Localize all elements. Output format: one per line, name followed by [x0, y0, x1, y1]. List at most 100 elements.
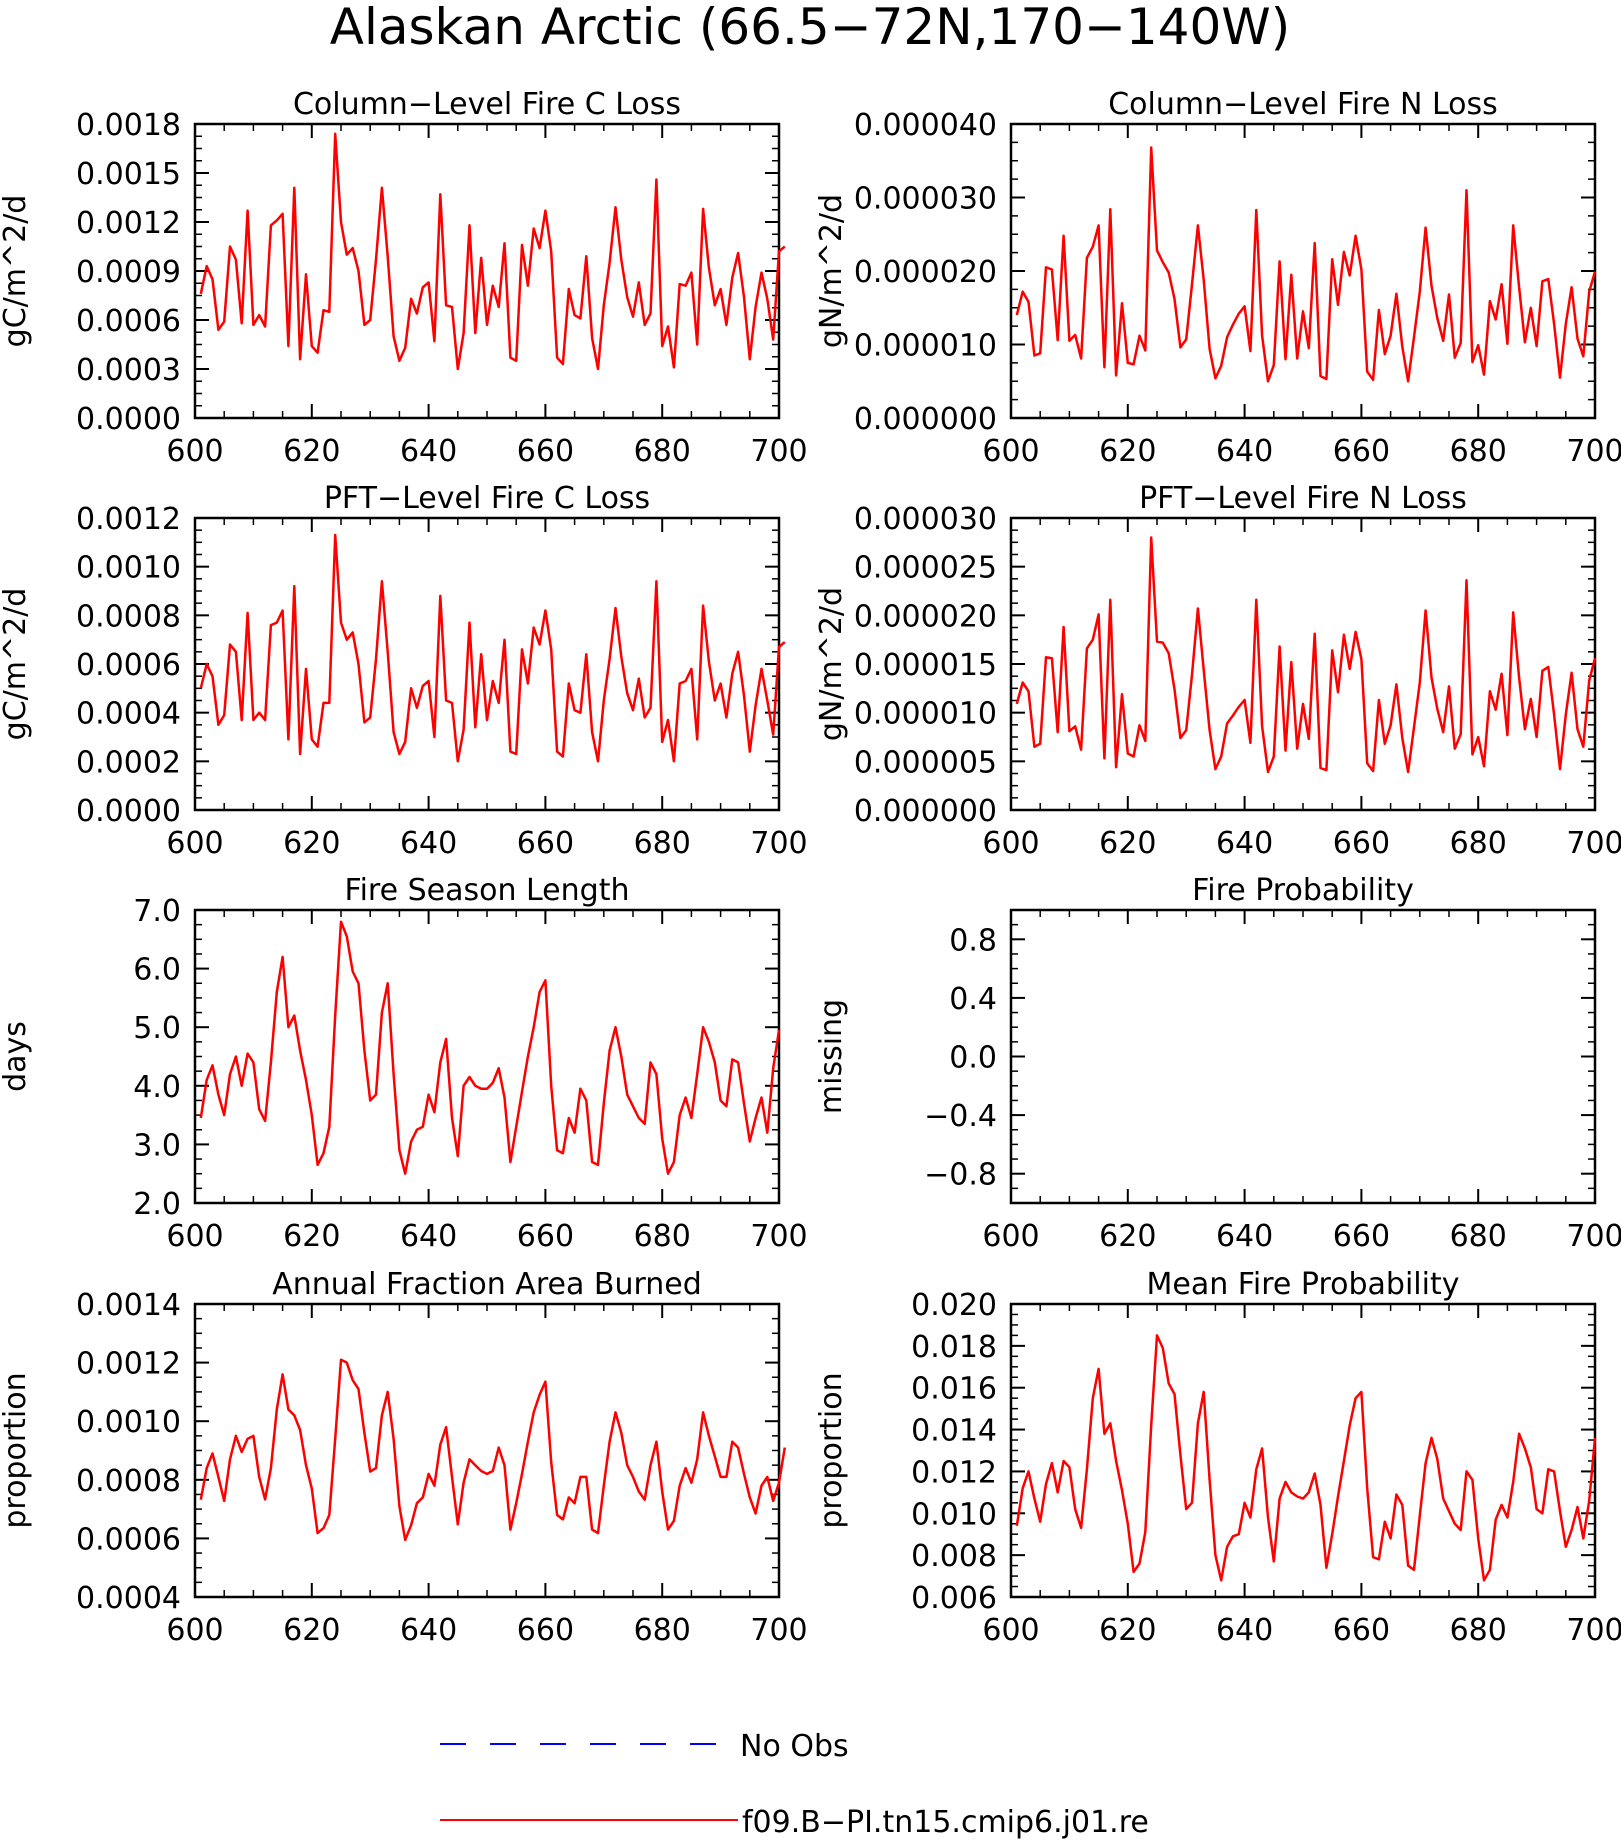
- x-tick-label: 700: [1566, 434, 1621, 469]
- y-tick-label: 4.0: [133, 1070, 181, 1105]
- x-tick-label: 600: [982, 434, 1039, 469]
- y-tick-label: 0.0015: [76, 157, 181, 192]
- y-tick-label: 0.020: [911, 1288, 997, 1323]
- panel-title: Fire Probability: [1192, 873, 1414, 908]
- chart-panel-col_n: Column−Level Fire N Loss gN/m^2/d 600 620 64…: [814, 87, 1621, 469]
- y-tick-label: 0.0018: [76, 108, 181, 143]
- y-tick-label: 0.0008: [76, 1464, 181, 1499]
- y-tick-label: 0.000000: [854, 402, 997, 437]
- y-tick-label: 0.0004: [76, 1581, 181, 1616]
- y-tick-label: 0.000020: [854, 255, 997, 290]
- x-tick-label: 640: [400, 1219, 457, 1254]
- x-tick-label: 660: [517, 826, 574, 861]
- y-tick-label: 0.0: [949, 1041, 997, 1076]
- y-axis-label: gC/m^2/d: [0, 588, 33, 741]
- x-tick-label: 620: [1099, 826, 1156, 861]
- x-tick-label: 600: [166, 434, 223, 469]
- y-tick-label: 0.0000: [76, 794, 181, 829]
- x-tick-label: 620: [283, 1219, 340, 1254]
- panel-title: Mean Fire Probability: [1147, 1267, 1460, 1302]
- series-line: [199, 920, 781, 1175]
- x-tick-label: 660: [517, 1219, 574, 1254]
- chart-panel-prob: Fire Probability missing 600 620 640 660 680 70…: [814, 873, 1621, 1254]
- y-tick-label: 0.0009: [76, 255, 181, 290]
- chart-panel-pft_c: PFT−Level Fire C Loss gC/m^2/d 600 620 640 66…: [0, 481, 808, 861]
- series-line: [199, 533, 786, 763]
- panel-title: Column−Level Fire N Loss: [1108, 87, 1498, 122]
- x-tick-label: 660: [1333, 1613, 1390, 1648]
- x-tick-label: 620: [1099, 1613, 1156, 1648]
- series-line: [1015, 536, 1597, 774]
- x-tick-label: 640: [400, 434, 457, 469]
- y-tick-label: 0.0010: [76, 1405, 181, 1440]
- y-tick-label: 0.016: [911, 1372, 997, 1407]
- x-tick-label: 700: [1566, 1219, 1621, 1254]
- y-tick-label: 0.0014: [76, 1288, 181, 1323]
- y-tick-label: 0.010: [911, 1497, 997, 1532]
- y-axis-label: proportion: [814, 1372, 849, 1528]
- panel-title: Fire Season Length: [345, 873, 630, 908]
- x-tick-label: 640: [1216, 1613, 1273, 1648]
- x-tick-label: 680: [634, 434, 691, 469]
- y-tick-label: −0.8: [924, 1158, 997, 1193]
- y-tick-label: 0.0012: [76, 206, 181, 241]
- x-tick-label: 660: [517, 1613, 574, 1648]
- y-tick-label: 0.018: [911, 1330, 997, 1365]
- plot-frame: [193, 908, 781, 1205]
- plot-frame: [1009, 122, 1597, 420]
- panel-title: Column−Level Fire C Loss: [293, 87, 681, 122]
- y-tick-label: 0.000030: [854, 182, 997, 217]
- plot-frame: [193, 122, 781, 420]
- y-tick-label: 0.8: [949, 923, 997, 958]
- y-tick-label: 2.0: [133, 1187, 181, 1222]
- x-tick-label: 700: [750, 1613, 807, 1648]
- y-tick-label: 0.000040: [854, 108, 997, 143]
- chart-panel-pft_n: PFT−Level Fire N Loss gN/m^2/d 600 620 640 66…: [814, 481, 1621, 861]
- legend: No Obs f09.B−PI.tn15.cmip6.j01.re: [440, 1729, 1149, 1840]
- y-tick-label: 0.000005: [854, 745, 997, 780]
- legend-obs-label: No Obs: [740, 1729, 849, 1764]
- plot-frame: [1009, 1302, 1597, 1599]
- y-axis-label: days: [0, 1021, 33, 1092]
- x-tick-label: 600: [982, 1613, 1039, 1648]
- y-tick-label: 5.0: [133, 1011, 181, 1046]
- y-tick-label: 6.0: [133, 953, 181, 988]
- x-tick-label: 680: [634, 826, 691, 861]
- y-tick-label: 0.012: [911, 1455, 997, 1490]
- x-tick-label: 640: [1216, 826, 1273, 861]
- x-tick-label: 640: [1216, 434, 1273, 469]
- y-tick-label: 0.000010: [854, 329, 997, 364]
- figure-title: Alaskan Arctic (66.5−72N,170−140W): [330, 0, 1290, 56]
- y-tick-label: 0.000020: [854, 599, 997, 634]
- y-tick-label: 0.4: [949, 982, 997, 1017]
- y-axis-label: proportion: [0, 1372, 33, 1528]
- y-axis-label: missing: [814, 999, 849, 1114]
- y-tick-label: 0.006: [911, 1581, 997, 1616]
- x-tick-label: 620: [283, 826, 340, 861]
- x-tick-label: 680: [1450, 1219, 1507, 1254]
- plot-frame: [1009, 516, 1597, 812]
- y-tick-label: 3.0: [133, 1128, 181, 1163]
- y-tick-label: 0.008: [911, 1539, 997, 1574]
- y-tick-label: 0.0006: [76, 304, 181, 339]
- x-tick-label: 600: [166, 1613, 223, 1648]
- x-tick-label: 700: [750, 434, 807, 469]
- y-tick-label: 0.0006: [76, 648, 181, 683]
- x-tick-label: 620: [283, 1613, 340, 1648]
- panel-title: Annual Fraction Area Burned: [272, 1267, 702, 1302]
- x-tick-label: 660: [1333, 1219, 1390, 1254]
- y-tick-label: 0.000010: [854, 697, 997, 732]
- x-tick-label: 640: [400, 1613, 457, 1648]
- y-tick-label: 0.000015: [854, 648, 997, 683]
- x-tick-label: 600: [982, 826, 1039, 861]
- chart-panel-season: Fire Season Length days 600 620 640 660 680 700…: [0, 873, 808, 1254]
- y-tick-label: 0.0003: [76, 353, 181, 388]
- series-line: [199, 1358, 787, 1542]
- y-axis-label: gN/m^2/d: [814, 587, 849, 741]
- chart-panel-col_c: Column−Level Fire C Loss gC/m^2/d 600 620 64…: [0, 87, 808, 469]
- x-tick-label: 640: [400, 826, 457, 861]
- y-tick-label: −0.4: [924, 1099, 997, 1134]
- y-tick-label: 0.0004: [76, 697, 181, 732]
- x-tick-label: 600: [166, 826, 223, 861]
